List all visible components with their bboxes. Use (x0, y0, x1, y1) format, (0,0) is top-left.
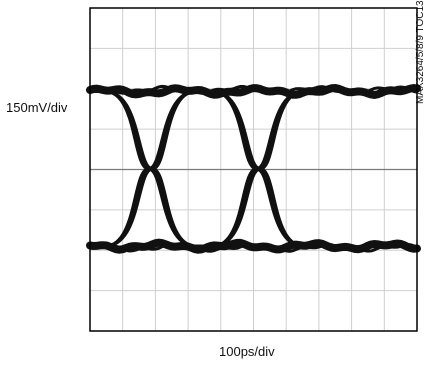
falling-edge-trace (90, 89, 211, 248)
eye-traces (86, 83, 421, 254)
falling-edge-trace (198, 89, 319, 248)
high-level-trace (88, 84, 419, 95)
low-level-trace (88, 242, 419, 253)
low-level-trace (86, 238, 421, 254)
figure-tag: MAX3264/5/8/9 TOC13 (415, 0, 426, 104)
y-axis-label: 150mV/div (6, 100, 68, 115)
plot-frame (89, 7, 418, 332)
x-axis-label: 100ps/div (219, 344, 275, 359)
